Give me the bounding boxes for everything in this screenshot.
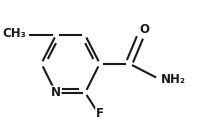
Text: O: O: [140, 23, 150, 36]
Text: NH₂: NH₂: [161, 73, 186, 86]
Text: N: N: [51, 86, 61, 99]
Text: CH₃: CH₃: [2, 27, 26, 40]
Text: F: F: [96, 107, 104, 120]
